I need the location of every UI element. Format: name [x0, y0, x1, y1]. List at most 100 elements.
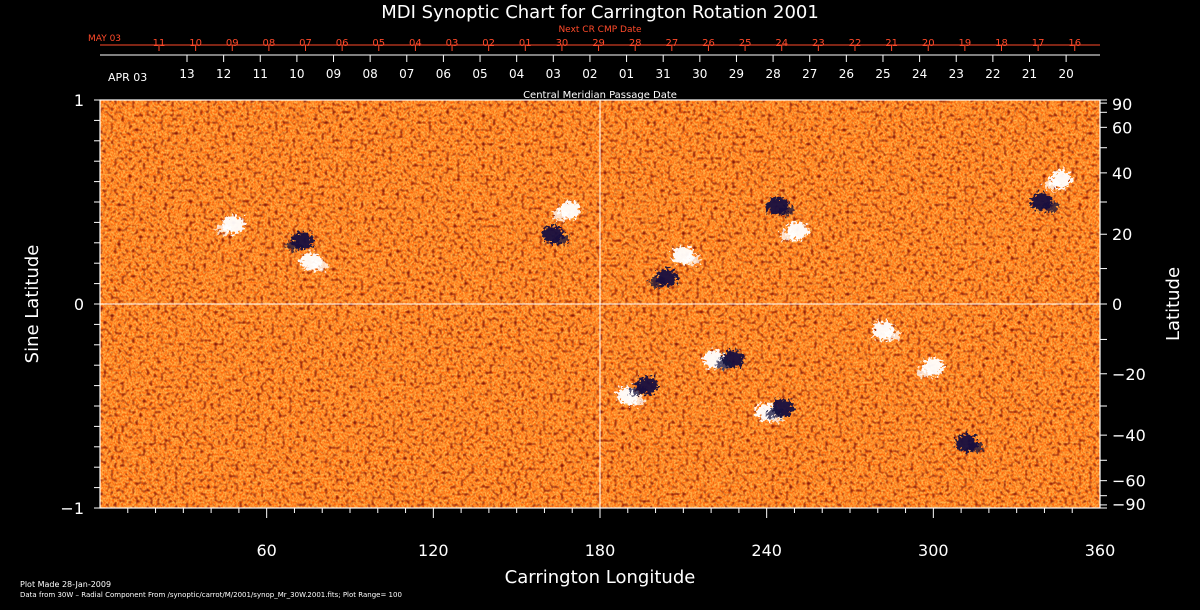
- x-tick-label: 120: [418, 541, 449, 560]
- x-axis-label: Carrington Longitude: [505, 567, 696, 588]
- chart-title: MDI Synoptic Chart for Carrington Rotati…: [381, 2, 819, 23]
- active-region-positive-halo: [884, 330, 901, 341]
- date-tick-label: 21: [1022, 67, 1037, 81]
- date-tick-label: 26: [839, 67, 854, 81]
- y-left-tick-label: 0: [74, 295, 84, 314]
- date-tick-label: 28: [629, 38, 642, 49]
- y-axis-left-label: Sine Latitude: [22, 245, 43, 364]
- date-tick-label: 16: [1068, 38, 1081, 49]
- y-right-tick-label: 0: [1112, 295, 1122, 314]
- date-tick-label: 02: [582, 67, 597, 81]
- x-tick-label: 240: [751, 541, 782, 560]
- date-tick-label: 22: [849, 38, 862, 49]
- date-tick-label: 07: [299, 38, 312, 49]
- date-tick-label: 03: [446, 38, 459, 49]
- date-tick-label: 10: [189, 38, 202, 49]
- cmp-axis-label: Central Meridian Passage Date: [523, 90, 677, 101]
- date-tick-label: 09: [326, 67, 341, 81]
- date-tick-label: 19: [958, 38, 971, 49]
- active-region-positive-halo: [780, 230, 797, 241]
- y-left-tick-label: −1: [60, 499, 84, 518]
- active-region-negative-halo: [285, 240, 302, 251]
- active-region-negative-halo: [1042, 202, 1059, 212]
- date-tick-label: 27: [665, 38, 678, 49]
- active-region-positive-halo: [216, 224, 233, 235]
- x-tick-label: 60: [256, 541, 276, 560]
- date-tick-label: 04: [409, 38, 422, 49]
- active-region-negative-halo: [967, 442, 984, 453]
- x-axis: 60 120 180 240 300 360: [127, 508, 1116, 560]
- date-tick-label: 08: [363, 67, 378, 81]
- y-axis-right: 90 60 40 20 0 −20 −40 −60 −90: [1100, 95, 1146, 514]
- date-tick-label: 06: [436, 67, 451, 81]
- y-right-tick-label: −60: [1112, 472, 1146, 491]
- x-tick-label: 360: [1085, 541, 1116, 560]
- active-region-negative-halo: [766, 408, 783, 419]
- date-tick-label: 21: [885, 38, 898, 49]
- grid: [100, 100, 1100, 508]
- date-tick-label: 29: [592, 38, 605, 49]
- date-tick-label: 13: [179, 67, 194, 81]
- active-region-positive-halo: [1044, 179, 1061, 190]
- date-tick-label: 27: [802, 67, 817, 81]
- date-tick-label: 24: [775, 38, 788, 49]
- y-right-tick-label: 40: [1112, 164, 1132, 183]
- y-right-tick-label: 90: [1112, 95, 1132, 114]
- data-source-note: Data from 30W – Radial Component From /s…: [20, 591, 402, 599]
- date-tick-label: 17: [1032, 38, 1045, 49]
- active-region-positive-halo: [684, 255, 701, 266]
- date-tick-label: 26: [702, 38, 715, 49]
- date-tick-label: 22: [985, 67, 1000, 81]
- date-tick-label: 25: [739, 38, 752, 49]
- date-tick-label: 20: [922, 38, 935, 49]
- date-tick-label: 12: [216, 67, 231, 81]
- cmp-month-label: APR 03: [108, 71, 147, 84]
- next-cr-month-label: MAY 03: [88, 34, 121, 44]
- date-tick-label: 30: [692, 67, 707, 81]
- y-axis-left: 1 0 −1: [60, 91, 100, 518]
- active-region-negative-halo: [630, 385, 647, 396]
- date-tick-label: 30: [556, 38, 569, 49]
- active-region-negative-halo: [649, 277, 666, 288]
- date-tick-label: 04: [509, 67, 524, 81]
- date-tick-label: 11: [253, 67, 268, 81]
- y-right-tick-label: −90: [1112, 495, 1146, 514]
- date-tick-label: 11: [153, 38, 166, 49]
- y-left-tick-label: 1: [74, 91, 84, 110]
- date-tick-label: 25: [875, 67, 890, 81]
- y-right-tick-label: 60: [1112, 118, 1132, 137]
- date-tick-label: 24: [912, 67, 927, 81]
- x-tick-label: 300: [918, 541, 949, 560]
- y-right-tick-label: −20: [1112, 365, 1146, 384]
- plot-made-note: Plot Made 28-Jan-2009: [20, 580, 112, 589]
- date-tick-label: 05: [472, 67, 487, 81]
- date-tick-label: 20: [1058, 67, 1073, 81]
- date-tick-label: 06: [336, 38, 349, 49]
- x-tick-label: 180: [585, 541, 616, 560]
- active-region-negative-halo: [553, 234, 570, 245]
- date-tick-label: 07: [399, 67, 414, 81]
- y-right-tick-label: 20: [1112, 225, 1132, 244]
- date-tick-label: 01: [519, 38, 532, 49]
- date-tick-label: 23: [949, 67, 964, 81]
- date-tick-label: 03: [546, 67, 561, 81]
- date-tick-label: 08: [263, 38, 276, 49]
- date-tick-label: 29: [729, 67, 744, 81]
- y-right-tick-label: −40: [1112, 426, 1146, 445]
- date-tick-label: 18: [995, 38, 1008, 49]
- date-tick-label: 01: [619, 67, 634, 81]
- date-tick-label: 02: [482, 38, 495, 49]
- y-axis-right-label: Latitude: [1163, 267, 1184, 341]
- active-region-negative-halo: [716, 359, 733, 370]
- next-cr-axis-ticks: 11 10 09 08 07 06 05 04 03 02 01 30 29 28 27 26 25 24 23 22…: [153, 38, 1081, 51]
- cmp-axis-ticks: 13 12 11 10 09 08 07 06 05 04 03 02 01 31 30 29 28 27 26 25…: [179, 55, 1074, 81]
- next-cr-axis-label: Next CR CMP Date: [558, 25, 642, 35]
- active-region-negative-halo: [778, 206, 795, 217]
- date-tick-label: 10: [289, 67, 304, 81]
- active-region-positive-halo: [312, 261, 329, 272]
- date-tick-label: 28: [765, 67, 780, 81]
- date-tick-label: 31: [656, 67, 671, 81]
- active-region-positive-halo: [552, 210, 569, 221]
- active-region-positive-halo: [628, 395, 645, 406]
